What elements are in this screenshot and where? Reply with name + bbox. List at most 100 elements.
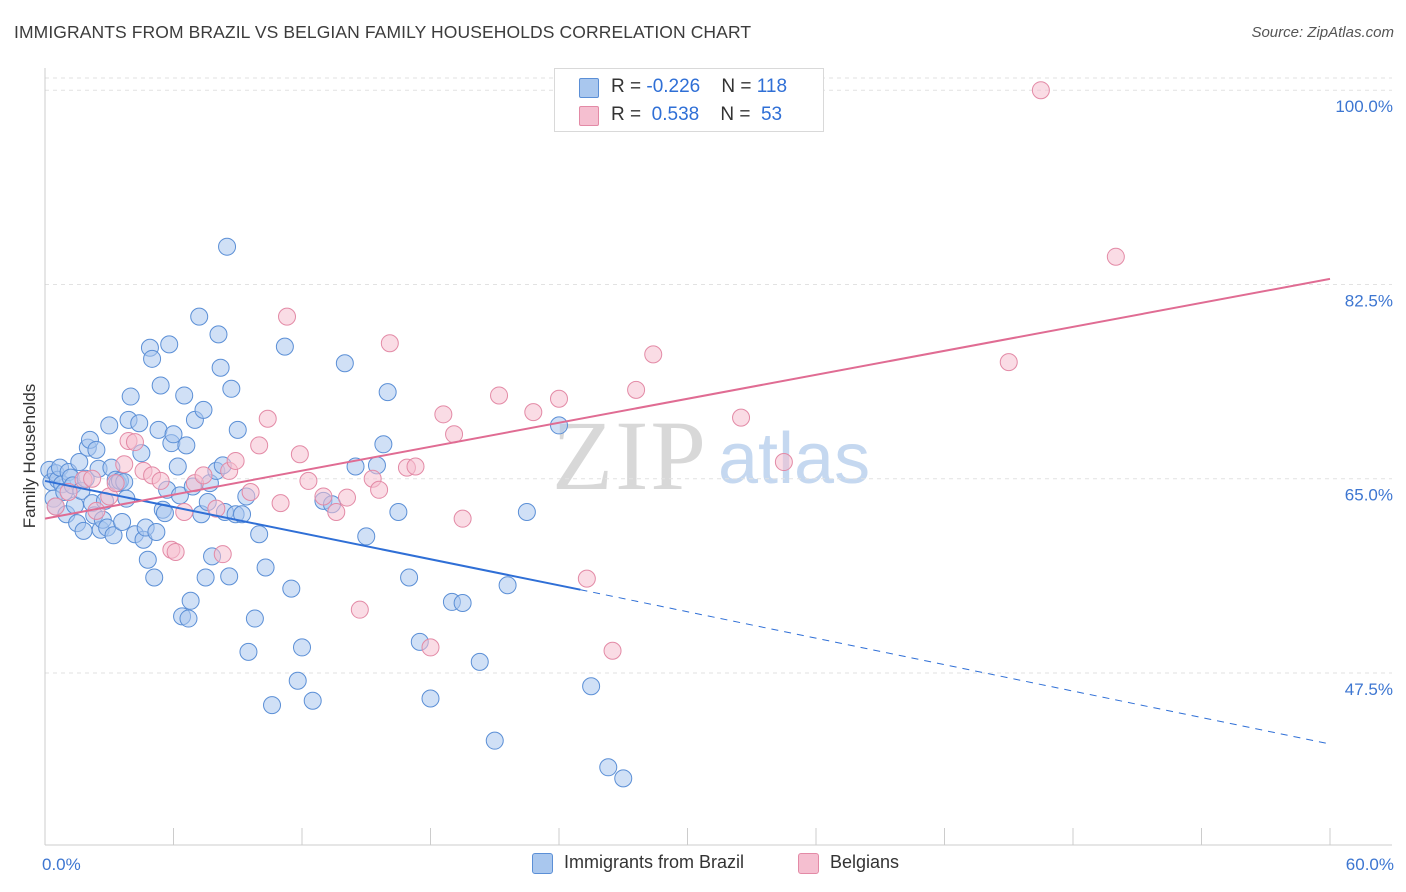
brazil-point bbox=[485, 731, 504, 750]
belgians-point bbox=[603, 641, 622, 660]
brazil-point bbox=[149, 420, 168, 439]
belgians-point bbox=[46, 497, 65, 516]
brazil-point bbox=[275, 337, 294, 356]
brazil-point bbox=[151, 376, 170, 395]
chart-title: IMMIGRANTS FROM BRAZIL VS BELGIAN FAMILY… bbox=[14, 22, 752, 42]
y-tick-label: 100.0% bbox=[1335, 97, 1393, 116]
brazil-point bbox=[288, 671, 307, 690]
belgians-point bbox=[290, 445, 309, 464]
brazil-point bbox=[168, 457, 187, 476]
legend-row-belgians: R = 0.538 N = 53 bbox=[555, 101, 823, 129]
brazil-point bbox=[87, 440, 106, 459]
brazil-point bbox=[196, 568, 215, 587]
brazil-point bbox=[228, 420, 247, 439]
brazil-point bbox=[211, 358, 230, 377]
x-tick-label: 0.0% bbox=[42, 855, 81, 874]
bottom-legend-label-brazil: Immigrants from Brazil bbox=[564, 852, 745, 872]
legend-swatch-brazil bbox=[579, 78, 599, 98]
brazil-point bbox=[233, 505, 252, 524]
belgians-point bbox=[524, 403, 543, 422]
axes bbox=[44, 68, 1392, 846]
belgians-point bbox=[732, 408, 751, 427]
brazil-trend-line bbox=[44, 479, 581, 591]
brazil-point bbox=[143, 349, 162, 368]
trend-lines bbox=[44, 277, 1331, 745]
belgians-point bbox=[271, 494, 290, 513]
belgians-point bbox=[490, 386, 509, 405]
brazil-point bbox=[599, 758, 618, 777]
brazil-point bbox=[209, 325, 228, 344]
brazil-point bbox=[582, 677, 601, 696]
belgians-point bbox=[226, 451, 245, 470]
belgians-point bbox=[644, 345, 663, 364]
brazil-point bbox=[179, 609, 198, 628]
brazil-point bbox=[74, 521, 93, 540]
belgians-point bbox=[421, 638, 440, 657]
legend-row-brazil: R = -0.226 N = 118 bbox=[555, 73, 823, 101]
belgians-point bbox=[314, 487, 333, 506]
brazil-point bbox=[303, 691, 322, 710]
brazil-point bbox=[194, 400, 213, 419]
x-tick-label: 60.0% bbox=[1346, 855, 1394, 874]
belgians-trend-line bbox=[44, 277, 1331, 520]
brazil-point bbox=[374, 435, 393, 454]
y-tick-label: 82.5% bbox=[1345, 291, 1393, 310]
belgians-point bbox=[59, 483, 78, 502]
belgians-point bbox=[550, 389, 568, 408]
grid-lines bbox=[45, 77, 1392, 674]
belgians-point bbox=[999, 353, 1018, 372]
belgians-point bbox=[175, 503, 194, 521]
belgians-point bbox=[350, 600, 369, 619]
bottom-legend-swatch-belgians bbox=[798, 853, 819, 874]
belgians-point bbox=[213, 545, 232, 564]
y-tick-label: 65.0% bbox=[1345, 486, 1393, 505]
belgians-point bbox=[1106, 247, 1125, 266]
brazil-point bbox=[614, 769, 633, 788]
brazil-point bbox=[130, 414, 149, 433]
y-axis-label: Family Households bbox=[20, 384, 39, 529]
brazil-point bbox=[181, 591, 200, 610]
brazil-point bbox=[263, 696, 282, 715]
belgians-point bbox=[453, 509, 472, 528]
legend-text-brazil: R = -0.226 N = 118 bbox=[611, 76, 788, 97]
belgians-point bbox=[278, 307, 297, 326]
belgians-point bbox=[337, 488, 356, 507]
brazil-point bbox=[335, 354, 354, 373]
belgians-point bbox=[627, 380, 646, 399]
brazil-point bbox=[177, 436, 196, 455]
brazil-point bbox=[245, 609, 264, 628]
y-tick-label: 47.5% bbox=[1345, 680, 1393, 699]
brazil-point bbox=[222, 379, 241, 398]
brazil-point bbox=[389, 503, 408, 521]
brazil-point bbox=[293, 638, 311, 657]
brazil-point bbox=[470, 652, 489, 671]
belgians-point bbox=[774, 453, 793, 472]
brazil-point bbox=[104, 526, 123, 545]
brazil-point bbox=[138, 550, 157, 569]
belgians-point bbox=[327, 503, 346, 521]
brazil-point bbox=[121, 387, 140, 406]
brazil-point bbox=[239, 642, 258, 661]
belgians-point bbox=[434, 405, 453, 424]
brazil-point bbox=[175, 386, 194, 405]
brazil-point bbox=[250, 525, 269, 544]
belgians-point bbox=[370, 480, 389, 499]
brazil-point bbox=[190, 307, 209, 326]
belgians-point bbox=[106, 474, 125, 493]
brazil-point bbox=[421, 689, 440, 708]
brazil-trend-extension bbox=[580, 589, 1331, 745]
brazil-point bbox=[282, 579, 301, 598]
brazil-point bbox=[70, 453, 89, 472]
belgians-point bbox=[166, 542, 185, 561]
brazil-point bbox=[517, 503, 536, 521]
belgians-point bbox=[299, 471, 318, 490]
bottom-legend-label-belgians: Belgians bbox=[830, 852, 900, 872]
brazil-point bbox=[400, 568, 419, 587]
watermark-atlas: atlas bbox=[718, 419, 871, 499]
belgians-point bbox=[151, 471, 170, 490]
legend-swatch-belgians bbox=[579, 106, 599, 126]
source-label: Source: ZipAtlas.com bbox=[1251, 24, 1394, 41]
brazil-point bbox=[256, 558, 275, 577]
brazil-point bbox=[164, 425, 183, 444]
